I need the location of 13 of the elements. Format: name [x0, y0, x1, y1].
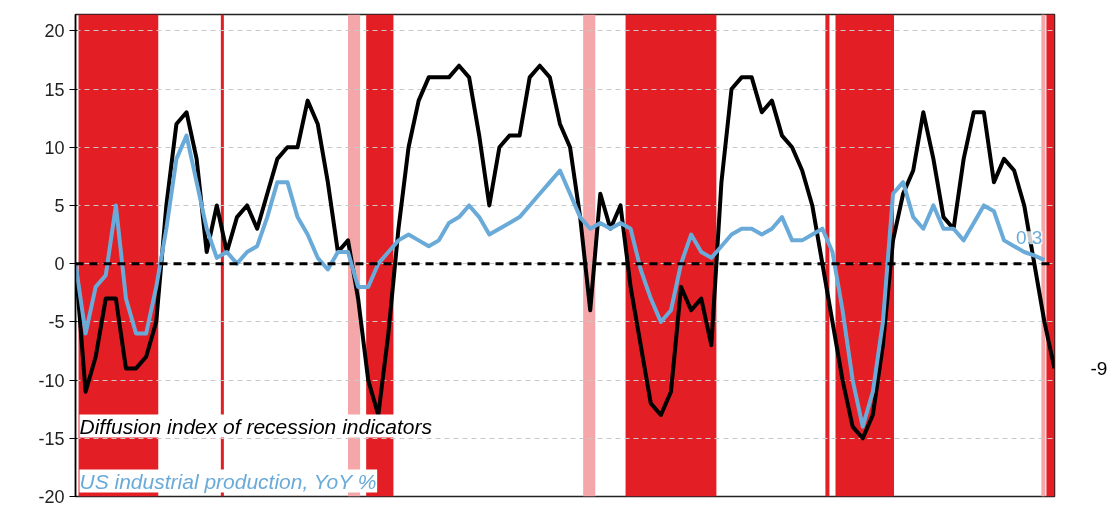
data-label: -9 [1090, 357, 1108, 379]
y-tick-label: -5 [48, 312, 65, 333]
y-tick-label: 0 [54, 254, 65, 275]
y-tick-label: -15 [38, 428, 65, 449]
y-tick-label: -20 [38, 487, 65, 507]
y-tick-label: 5 [54, 195, 65, 216]
y-tick-label: -10 [38, 370, 65, 391]
data-label: 0.3 [1015, 227, 1043, 249]
text: US industrial production, YoY % [79, 469, 377, 493]
series-label: Diffusion index of recession indicators [79, 414, 433, 438]
y-tick-label: 20 [44, 21, 65, 42]
y-tick-label: 10 [44, 137, 65, 158]
y-tick-label: 15 [44, 79, 65, 100]
